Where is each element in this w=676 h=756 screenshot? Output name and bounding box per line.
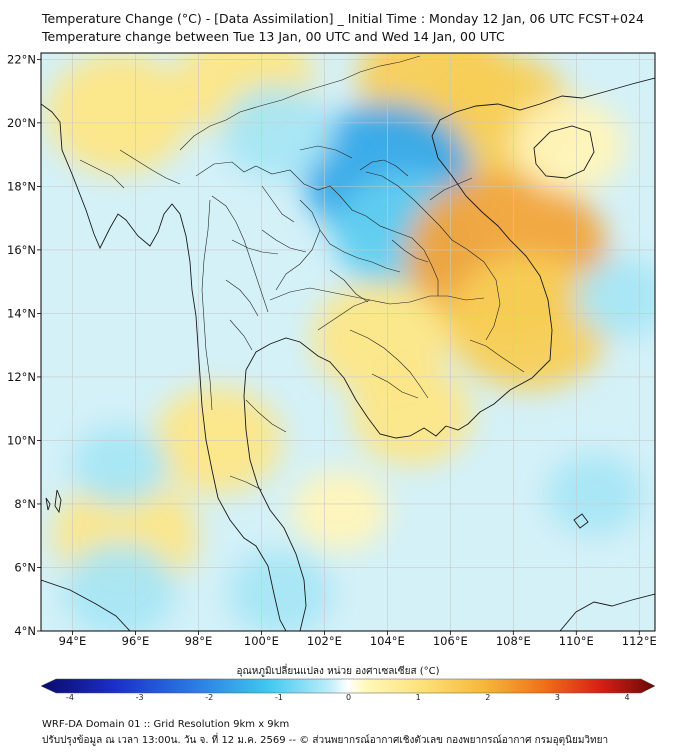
lat-tick-label: 16°N (7, 243, 36, 257)
plot-frame (40, 52, 656, 632)
field-anomaly-13 (227, 549, 333, 631)
lon-tick-label: 96°E (122, 634, 150, 648)
field-anomaly-17 (546, 454, 644, 535)
field-anomaly-0 (47, 53, 193, 174)
lat-tick-label: 6°N (14, 560, 36, 574)
colorbar-tick-label: 4 (624, 693, 629, 700)
lat-tick-label: 18°N (7, 179, 36, 193)
colorbar-tick-label: 0 (346, 693, 351, 700)
colorbar-tick-label: -4 (66, 693, 74, 700)
field-anomaly-14 (63, 542, 177, 631)
colorbar-title: อุณหภูมิเปลี่ยนแปลง หน่วย องศาเซลเซียส (… (236, 666, 440, 677)
field-anomaly-19 (291, 470, 389, 551)
lat-tick-label: 8°N (14, 497, 36, 511)
lat-tick-label: 12°N (7, 370, 36, 384)
latitude-axis: 22°N 20°N 18°N 16°N 14°N 12°N 10°N 8°N 6°N 4°N (7, 52, 41, 638)
lon-tick-label: 102°E (307, 634, 342, 648)
lon-tick-label: 104°E (370, 634, 405, 648)
lat-tick-label: 14°N (7, 306, 36, 320)
lon-tick-label: 110°E (559, 634, 594, 648)
field-anomaly-15 (71, 425, 168, 507)
map-title: Temperature Change (°C) - [Data Assimila… (42, 11, 644, 26)
longitude-axis: 94°E 96°E 98°E 100°E 102°E 104°E 106°E 108°E 110… (59, 631, 657, 648)
lon-tick-label: 100°E (244, 634, 279, 648)
colorbar-tick-label: 3 (555, 693, 560, 700)
lon-tick-label: 98°E (185, 634, 213, 648)
colorbar-tick-label: -2 (205, 693, 213, 700)
lon-tick-label: 94°E (59, 634, 87, 648)
coastlines (41, 77, 655, 631)
colorbar-tick-label: -3 (136, 693, 144, 700)
lat-tick-label: 4°N (14, 624, 36, 638)
lat-tick-label: 10°N (7, 433, 36, 447)
map-figure: 22°N 20°N 18°N 16°N 14°N 12°N 10°N 8°N 6°N 4°N 94… (7, 52, 657, 700)
footer-model-info: WRF-DA Domain 01 :: Grid Resolution 9km … (42, 719, 290, 730)
footer-credit: ปรับปรุงข้อมูล ณ เวลา 13:00น. วัน จ. ที่… (42, 735, 609, 746)
field-anomaly-8 (448, 255, 610, 391)
colorbar-gradient (40, 678, 656, 694)
lon-tick-label: 108°E (496, 634, 531, 648)
map-subtitle: Temperature change between Tue 13 Jan, 0… (42, 29, 505, 44)
field-anomaly-18 (513, 98, 627, 193)
colorbar-tick-label: 1 (416, 693, 421, 700)
field-anomaly-16 (575, 257, 655, 338)
graticule (41, 53, 655, 631)
colorbar: -4 -3 -2 -1 0 1 2 3 4 (40, 678, 656, 700)
field-anomaly-6 (220, 85, 334, 180)
colorbar-tick-label: -1 (275, 693, 283, 700)
lon-tick-label: 106°E (433, 634, 468, 648)
lat-tick-label: 20°N (7, 116, 36, 130)
admin-borders (79, 55, 525, 491)
lon-tick-label: 112°E (622, 634, 657, 648)
field-anomaly-10 (352, 364, 474, 466)
colorbar-tick-label: 2 (485, 693, 490, 700)
lat-tick-label: 22°N (7, 52, 36, 66)
